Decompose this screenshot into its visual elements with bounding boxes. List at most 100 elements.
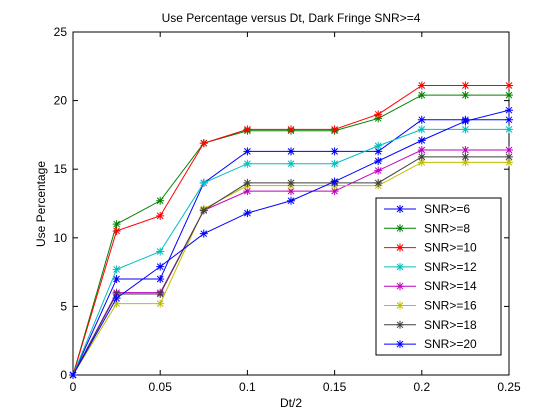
data-point (461, 125, 470, 134)
data-point (287, 159, 295, 168)
data-point (243, 187, 252, 196)
data-point (461, 81, 470, 90)
legend-entry: SNR>=10 (384, 241, 477, 255)
legend-box (375, 197, 502, 356)
legend-label: SNR>=18 (424, 318, 477, 332)
data-point (505, 106, 513, 115)
data-point (330, 125, 339, 134)
data-point (287, 187, 295, 196)
data-point (156, 274, 165, 283)
data-point (156, 211, 165, 220)
series-snr-20 (69, 106, 513, 379)
data-point (287, 125, 295, 134)
data-point (330, 187, 339, 196)
data-point (156, 290, 165, 299)
data-point (156, 196, 165, 205)
data-point (505, 145, 513, 154)
data-point (156, 262, 165, 271)
data-point (374, 114, 383, 123)
legend-marker (396, 262, 404, 271)
data-point (374, 166, 383, 175)
legend-marker (396, 243, 404, 252)
y-axis-label: Use Percentage (34, 161, 48, 247)
legend-marker (396, 224, 404, 233)
data-point (505, 91, 513, 100)
legend-entry: SNR>=8 (384, 221, 470, 235)
data-point (461, 117, 470, 126)
y-tick-label: 15 (54, 162, 68, 176)
data-point (199, 178, 208, 187)
x-tick-label: 0.1 (239, 380, 256, 394)
data-point (112, 299, 121, 308)
legend-entry: SNR>=18 (384, 318, 477, 332)
data-point (330, 147, 339, 156)
data-point (461, 145, 470, 154)
legend-entry: SNR>=6 (384, 202, 470, 216)
data-point (374, 156, 383, 165)
y-tick-label: 20 (54, 94, 68, 108)
data-point (461, 158, 470, 167)
legend-label: SNR>=14 (424, 279, 477, 293)
legend-marker (396, 205, 404, 213)
legend-label: SNR>=16 (424, 299, 477, 313)
data-point (417, 152, 426, 161)
data-point (417, 136, 426, 145)
data-point (505, 125, 513, 134)
legend-label: SNR>=10 (424, 241, 477, 255)
data-point (243, 147, 252, 156)
y-tick-label: 5 (60, 299, 67, 313)
series-snr-12 (69, 125, 513, 379)
data-point (112, 294, 121, 303)
data-point (417, 145, 426, 154)
data-point (374, 147, 383, 156)
legend-marker (396, 340, 404, 349)
data-point (243, 209, 252, 218)
data-point (330, 159, 339, 168)
data-point (112, 265, 121, 274)
data-point (112, 220, 121, 229)
legend-marker (396, 301, 404, 310)
x-tick-label: 0.05 (149, 380, 173, 394)
data-point (156, 299, 165, 308)
data-point (243, 125, 252, 134)
data-point (112, 274, 121, 283)
data-point (243, 178, 252, 187)
legend-entry: SNR>=12 (384, 260, 477, 274)
data-point (112, 290, 121, 299)
data-point (417, 115, 426, 124)
x-axis-ticks: 0 0.05 0.1 0.15 0.2 0.25 (70, 32, 521, 394)
data-point (505, 158, 513, 167)
data-point (287, 196, 295, 205)
legend-entry: SNR>=16 (384, 299, 477, 313)
data-point (505, 152, 513, 161)
y-axis-ticks: 0 5 10 15 20 25 (54, 25, 509, 382)
legend-label: SNR>=12 (424, 260, 477, 274)
data-point (417, 158, 426, 167)
data-point (330, 177, 339, 186)
data-point (112, 226, 121, 235)
data-point (374, 110, 383, 119)
data-point (287, 178, 295, 187)
data-point (461, 152, 470, 161)
legend-label: SNR>=8 (424, 221, 470, 235)
data-point (461, 91, 470, 100)
data-point (199, 139, 208, 148)
data-point (374, 141, 383, 150)
data-point (417, 81, 426, 90)
data-point (199, 229, 208, 238)
x-axis-label: Dt/2 (280, 396, 302, 410)
data-point (69, 371, 77, 379)
y-tick-label: 25 (54, 25, 68, 39)
data-point (156, 247, 165, 256)
y-tick-label: 10 (54, 231, 68, 245)
legend-entry: SNR>=20 (384, 337, 477, 351)
data-point (374, 178, 383, 187)
legend-marker (396, 320, 404, 329)
legend-marker (396, 282, 404, 291)
x-tick-label: 0.25 (497, 380, 521, 394)
x-tick-label: 0.2 (413, 380, 430, 394)
legend-label: SNR>=20 (424, 337, 477, 351)
legend: SNR>=6 SNR>=8 SNR>=10 SNR>=12 SNR>=14 SNR>=16… (375, 197, 502, 356)
data-point (199, 206, 208, 215)
